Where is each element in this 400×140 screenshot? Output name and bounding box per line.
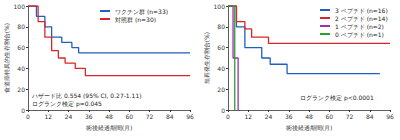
svg-text:0: 0	[226, 113, 230, 120]
svg-text:ハザード比 0.554 (95% CI, 0.27-1.11: ハザード比 0.554 (95% CI, 0.27-1.11)	[31, 92, 142, 99]
svg-text:0 ペプチド (n=1): 0 ペプチド (n=1)	[335, 31, 384, 38]
svg-text:40: 40	[217, 65, 225, 72]
svg-text:対照群 (n=30): 対照群 (n=30)	[115, 16, 156, 23]
svg-text:無再発生存割合(%): 無再発生存割合(%)	[203, 32, 210, 84]
svg-text:84: 84	[366, 113, 374, 120]
svg-text:96: 96	[186, 113, 194, 120]
svg-text:100: 100	[214, 3, 226, 10]
svg-text:96: 96	[386, 113, 394, 120]
svg-text:0: 0	[26, 113, 30, 120]
svg-text:36: 36	[85, 113, 93, 120]
svg-text:12: 12	[244, 113, 252, 120]
svg-text:ログランク検定 p<0.0001: ログランク検定 p<0.0001	[300, 94, 374, 102]
svg-text:20: 20	[217, 86, 225, 93]
svg-text:72: 72	[146, 113, 154, 120]
svg-text:術後経過期間(月): 術後経過期間(月)	[86, 124, 133, 131]
svg-text:80: 80	[17, 23, 25, 30]
svg-text:72: 72	[346, 113, 354, 120]
svg-text:48: 48	[105, 113, 113, 120]
svg-text:1 ペプチド (n=2): 1 ペプチド (n=2)	[335, 23, 384, 30]
svg-text:84: 84	[166, 113, 174, 120]
svg-text:24: 24	[65, 113, 73, 120]
svg-text:60: 60	[125, 113, 133, 120]
svg-text:60: 60	[217, 44, 225, 51]
svg-text:80: 80	[217, 23, 225, 30]
svg-text:3 ペプチド (n=16): 3 ペプチド (n=16)	[335, 7, 388, 14]
svg-text:20: 20	[17, 86, 25, 93]
svg-text:12: 12	[44, 113, 52, 120]
svg-text:100: 100	[14, 3, 26, 10]
svg-text:60: 60	[17, 44, 25, 51]
svg-text:48: 48	[305, 113, 313, 120]
svg-text:0: 0	[21, 107, 25, 114]
svg-text:ワクチン群 (n=33): ワクチン群 (n=33)	[115, 8, 168, 15]
svg-text:ログランク検定 p=0.045: ログランク検定 p=0.045	[32, 100, 102, 108]
svg-text:術後経過期間(月): 術後経過期間(月)	[286, 124, 333, 131]
svg-text:60: 60	[325, 113, 333, 120]
svg-text:2 ペプチド (n=14): 2 ペプチド (n=14)	[335, 15, 388, 22]
svg-text:24: 24	[265, 113, 273, 120]
svg-text:食道癌特異的生存割合(%): 食道癌特異的生存割合(%)	[3, 23, 10, 93]
svg-text:40: 40	[17, 65, 25, 72]
svg-text:0: 0	[221, 107, 225, 114]
svg-text:36: 36	[285, 113, 293, 120]
